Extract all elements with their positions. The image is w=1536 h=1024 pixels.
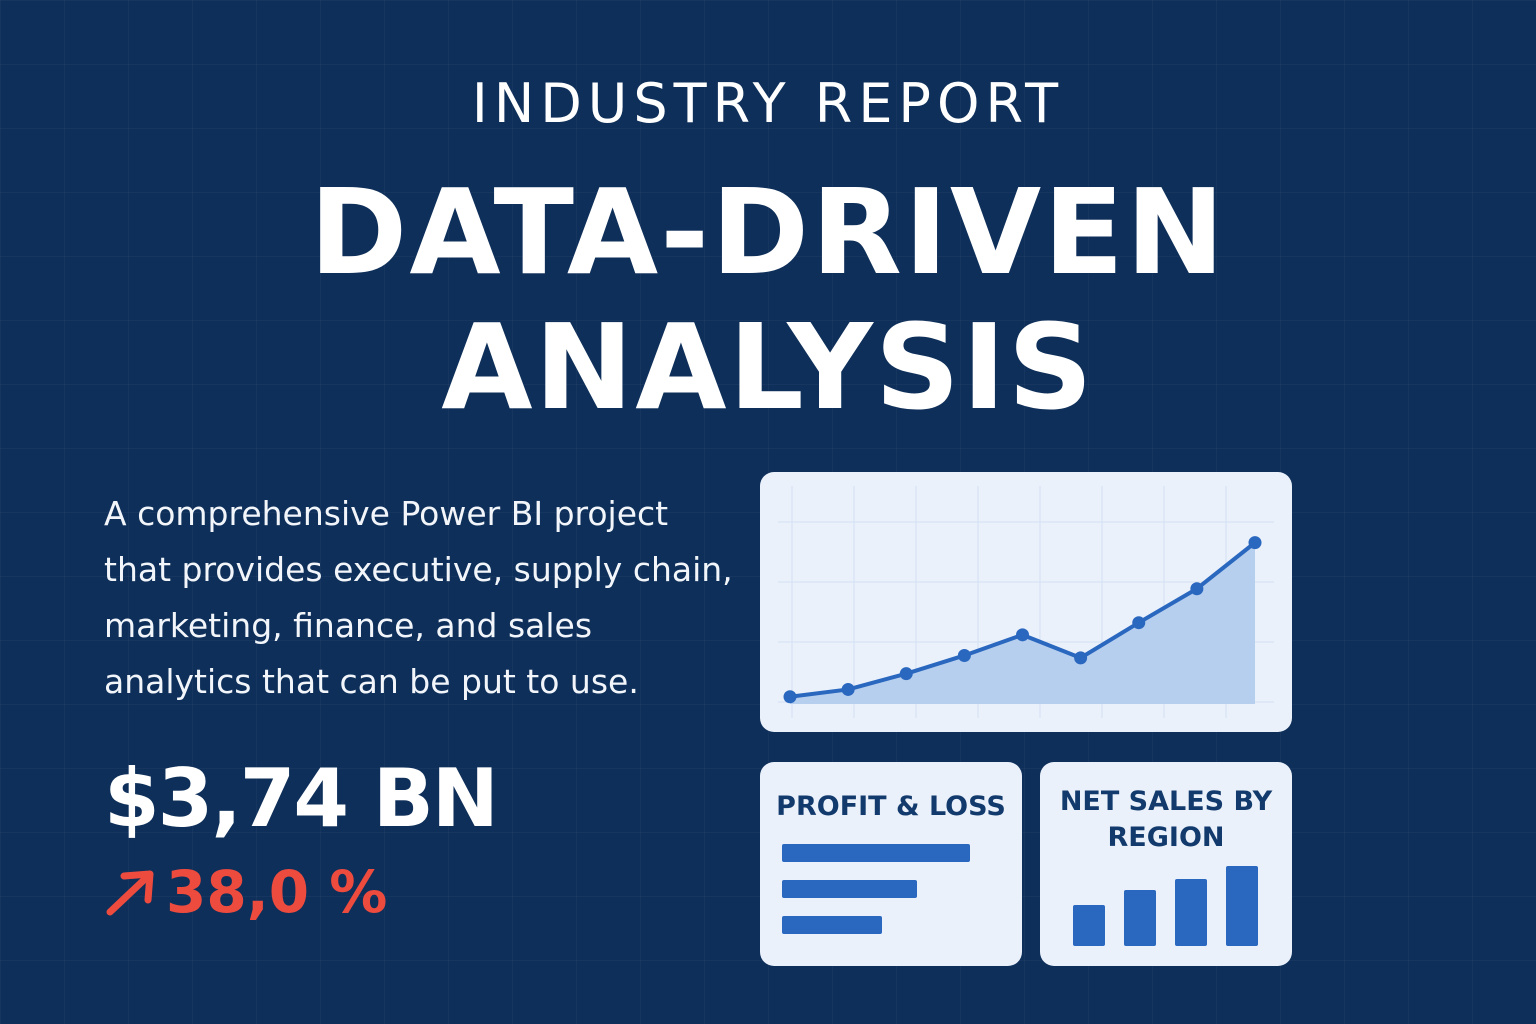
kpi-change-value: 38,0 % xyxy=(166,858,388,926)
profit-loss-title: PROFIT & LOSS xyxy=(776,791,1006,822)
trend-point-5 xyxy=(1016,628,1029,642)
net-sales-region-bar-2 xyxy=(1124,890,1156,946)
profit-loss-bar-1 xyxy=(782,844,970,862)
net-sales-region-bar-1 xyxy=(1073,905,1105,946)
profit-loss-card: PROFIT & LOSS xyxy=(760,762,1022,966)
trend-chart-card xyxy=(760,472,1292,732)
trend-point-6 xyxy=(1074,651,1088,665)
profit-loss-bar-3 xyxy=(782,916,882,934)
net-sales-region-bar-3 xyxy=(1175,879,1207,946)
profit-loss-bar-2 xyxy=(782,880,917,898)
kpi-value: $3,74 BN xyxy=(104,752,499,845)
description-text: A comprehensive Power BI project that pr… xyxy=(104,494,733,701)
net-sales-region-bar-4 xyxy=(1226,866,1258,946)
arrow-up-right-icon xyxy=(104,868,160,916)
trend-point-1 xyxy=(783,690,797,704)
trend-point-7 xyxy=(1132,616,1146,630)
trend-point-4 xyxy=(957,648,971,662)
trend-point-8 xyxy=(1190,582,1204,596)
report-kicker: INDUSTRY REPORT xyxy=(471,72,1065,135)
headline-line-2: ANALYSIS xyxy=(441,298,1095,436)
trend-area-fill xyxy=(790,542,1255,704)
headline-line-1: DATA-DRIVEN xyxy=(309,163,1227,301)
kpi-change: 38,0 % xyxy=(104,858,387,926)
net-sales-region-card: NET SALES BY REGION xyxy=(1040,762,1292,966)
trend-point-3 xyxy=(899,667,913,681)
trend-line-chart xyxy=(778,486,1274,718)
trend-point-2 xyxy=(841,682,855,696)
net-sales-region-title: NET SALES BY REGION xyxy=(1059,786,1273,853)
trend-point-9 xyxy=(1248,536,1262,550)
